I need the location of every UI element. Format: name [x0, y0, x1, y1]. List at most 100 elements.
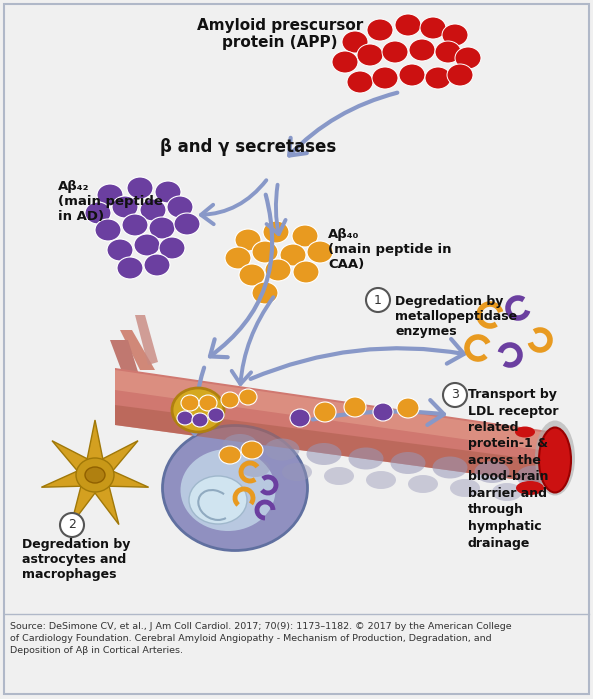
Ellipse shape — [252, 282, 278, 304]
Polygon shape — [115, 370, 555, 452]
Ellipse shape — [324, 467, 354, 485]
Ellipse shape — [208, 408, 224, 422]
Ellipse shape — [395, 14, 421, 36]
Ellipse shape — [474, 461, 509, 483]
Text: 3: 3 — [451, 389, 459, 401]
Ellipse shape — [241, 441, 263, 459]
Ellipse shape — [432, 456, 467, 479]
Ellipse shape — [192, 413, 208, 427]
Ellipse shape — [85, 202, 111, 224]
Text: 1: 1 — [374, 294, 382, 306]
Ellipse shape — [155, 181, 181, 203]
FancyArrowPatch shape — [210, 195, 272, 357]
Ellipse shape — [181, 395, 199, 411]
Ellipse shape — [399, 64, 425, 86]
FancyArrowPatch shape — [183, 368, 205, 434]
Ellipse shape — [174, 213, 200, 235]
Polygon shape — [42, 420, 149, 524]
Text: Degredation by
astrocytes and
macrophages: Degredation by astrocytes and macrophage… — [22, 538, 130, 581]
Ellipse shape — [219, 446, 241, 464]
Ellipse shape — [367, 19, 393, 41]
Ellipse shape — [373, 403, 393, 421]
Ellipse shape — [240, 459, 270, 477]
Ellipse shape — [172, 388, 224, 432]
Ellipse shape — [122, 214, 148, 236]
Ellipse shape — [344, 397, 366, 417]
Ellipse shape — [517, 466, 551, 487]
Ellipse shape — [382, 41, 408, 63]
Ellipse shape — [134, 234, 160, 256]
Ellipse shape — [239, 389, 257, 405]
Ellipse shape — [290, 409, 310, 427]
Ellipse shape — [455, 47, 481, 69]
Ellipse shape — [265, 259, 291, 281]
Polygon shape — [110, 340, 140, 380]
Ellipse shape — [450, 479, 480, 497]
FancyArrowPatch shape — [267, 185, 286, 234]
Polygon shape — [115, 368, 557, 485]
Ellipse shape — [162, 426, 308, 551]
Ellipse shape — [292, 225, 318, 247]
FancyArrowPatch shape — [232, 297, 273, 384]
Ellipse shape — [282, 463, 312, 481]
Ellipse shape — [397, 398, 419, 418]
Ellipse shape — [127, 177, 153, 199]
Ellipse shape — [177, 411, 193, 425]
Ellipse shape — [189, 476, 247, 524]
Text: Degredation by
metallopeptidase
enzymes: Degredation by metallopeptidase enzymes — [395, 295, 517, 338]
Circle shape — [366, 288, 390, 312]
Ellipse shape — [95, 219, 121, 241]
Ellipse shape — [199, 395, 217, 411]
Polygon shape — [120, 330, 155, 370]
Ellipse shape — [342, 31, 368, 53]
Ellipse shape — [112, 196, 138, 218]
Ellipse shape — [409, 39, 435, 61]
Ellipse shape — [140, 199, 166, 221]
Ellipse shape — [107, 239, 133, 261]
Ellipse shape — [225, 247, 251, 269]
Ellipse shape — [391, 452, 426, 474]
Ellipse shape — [442, 24, 468, 46]
Polygon shape — [135, 315, 158, 365]
Text: Aβ₄₀
(main peptide in
CAA): Aβ₄₀ (main peptide in CAA) — [328, 228, 451, 271]
Ellipse shape — [420, 17, 446, 39]
Ellipse shape — [221, 392, 239, 408]
Ellipse shape — [167, 196, 193, 218]
Ellipse shape — [307, 443, 342, 465]
Ellipse shape — [372, 67, 398, 89]
Ellipse shape — [357, 44, 383, 66]
FancyArrowPatch shape — [251, 339, 464, 379]
Ellipse shape — [332, 51, 358, 73]
Ellipse shape — [347, 71, 373, 93]
Ellipse shape — [76, 458, 114, 492]
Polygon shape — [115, 405, 557, 485]
Ellipse shape — [235, 229, 261, 251]
Text: Source: DeSimone CV, et al., J Am Coll Cardiol. 2017; 70(9): 1173–1182. © 2017 b: Source: DeSimone CV, et al., J Am Coll C… — [10, 622, 512, 654]
Ellipse shape — [425, 67, 451, 89]
Circle shape — [60, 513, 84, 537]
Ellipse shape — [263, 221, 289, 243]
Text: Aβ₄₂
(main peptide
in AD): Aβ₄₂ (main peptide in AD) — [58, 180, 163, 223]
Ellipse shape — [239, 264, 265, 286]
Ellipse shape — [447, 64, 473, 86]
Ellipse shape — [539, 428, 571, 493]
Ellipse shape — [97, 184, 123, 206]
Ellipse shape — [435, 41, 461, 63]
Circle shape — [443, 383, 467, 407]
FancyArrowPatch shape — [289, 93, 397, 156]
Ellipse shape — [264, 438, 299, 461]
FancyArrowPatch shape — [313, 400, 444, 425]
Ellipse shape — [252, 241, 278, 263]
Ellipse shape — [307, 241, 333, 263]
Ellipse shape — [516, 481, 544, 495]
Ellipse shape — [280, 244, 306, 266]
Ellipse shape — [222, 434, 257, 456]
Ellipse shape — [144, 254, 170, 276]
Ellipse shape — [85, 467, 105, 483]
Ellipse shape — [492, 483, 522, 501]
Ellipse shape — [149, 217, 175, 239]
FancyArrowPatch shape — [201, 180, 266, 224]
Ellipse shape — [159, 237, 185, 259]
Ellipse shape — [408, 475, 438, 493]
Ellipse shape — [314, 402, 336, 422]
